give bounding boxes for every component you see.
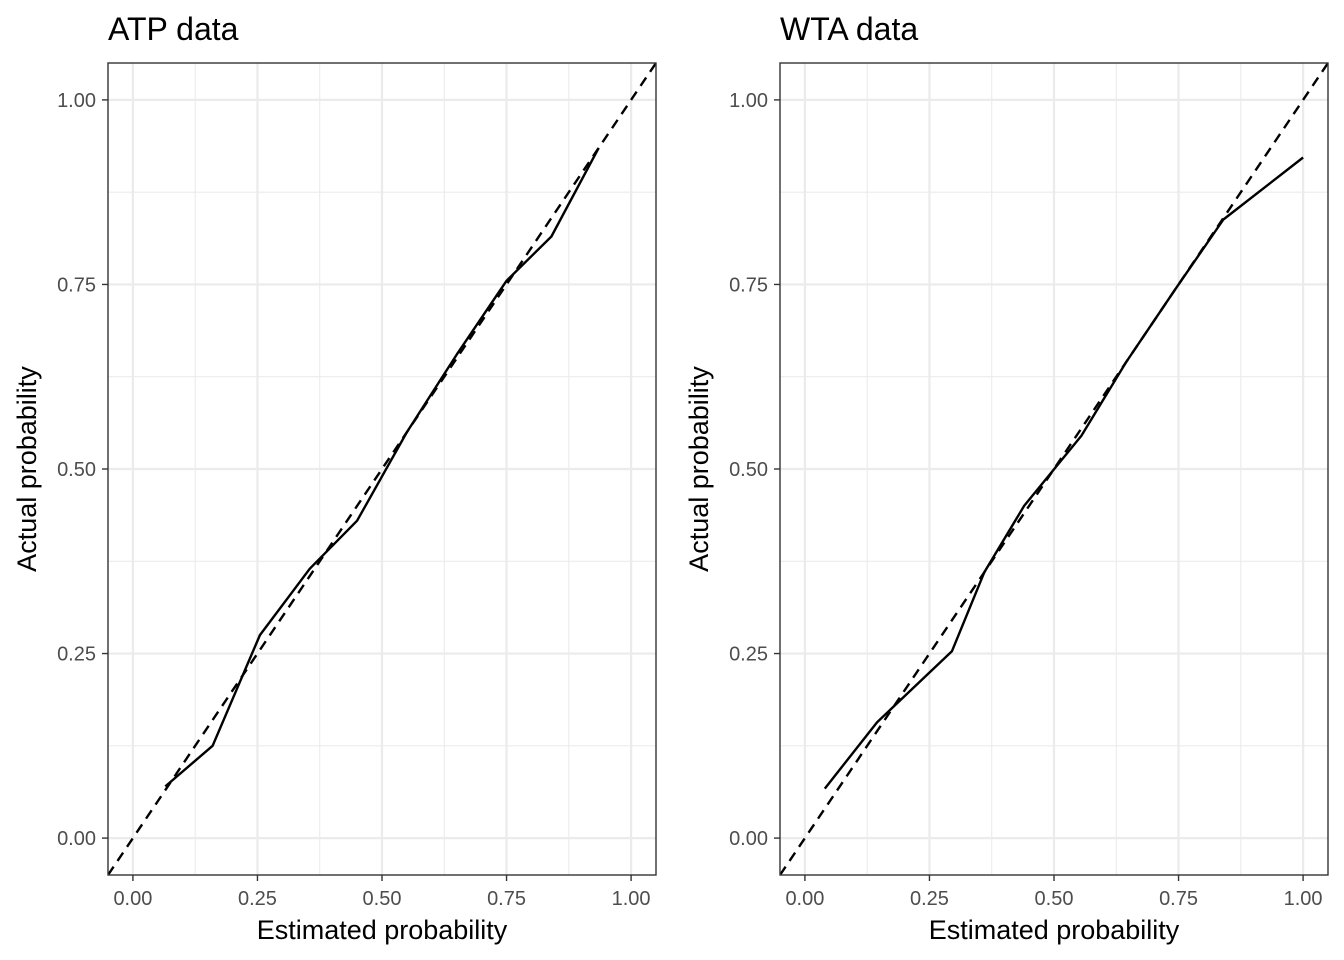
wta-y-tick-label: 0.25 <box>729 644 768 666</box>
atp-y-tick-label: 0.00 <box>57 828 96 850</box>
wta-y-tick-label: 0.75 <box>729 274 768 296</box>
atp-panel-title: ATP data <box>108 11 239 47</box>
wta-x-tick-label: 0.75 <box>1159 888 1198 910</box>
wta-x-axis-title: Estimated probability <box>929 915 1180 945</box>
atp-y-tick-label: 0.25 <box>57 644 96 666</box>
atp-x-tick-label: 0.75 <box>487 888 526 910</box>
atp-x-tick-label: 1.00 <box>612 888 651 910</box>
atp-y-tick-label: 0.50 <box>57 459 96 481</box>
atp-x-axis-title: Estimated probability <box>257 915 508 945</box>
atp-reference-line <box>108 63 656 875</box>
atp-gridlines <box>108 63 656 875</box>
atp-panel: 0.00 0.25 0.50 0.75 1.00 0.00 0.25 0.50 0.75 1.00… <box>12 11 657 945</box>
wta-reference-line <box>780 63 1328 875</box>
atp-calibration-line <box>164 147 600 788</box>
wta-data-layer <box>780 63 1328 875</box>
wta-y-tick-label: 0.50 <box>729 459 768 481</box>
wta-y-tick-label: 1.00 <box>729 90 768 112</box>
atp-y-axis-title: Actual probability <box>12 366 42 572</box>
wta-panel: 0.00 0.25 0.50 0.75 1.00 0.00 0.25 0.50 0.75 1.00… <box>684 11 1329 945</box>
wta-x-tick-label: 0.50 <box>1035 888 1074 910</box>
wta-x-tick-label: 1.00 <box>1284 888 1323 910</box>
wta-panel-title: WTA data <box>780 11 918 47</box>
atp-y-tick-label: 1.00 <box>57 90 96 112</box>
wta-x-tick-label: 0.25 <box>910 888 949 910</box>
atp-y-tick-label: 0.75 <box>57 274 96 296</box>
wta-calibration-line <box>823 156 1304 790</box>
atp-x-tick-label: 0.50 <box>363 888 402 910</box>
wta-x-tick-label: 0.00 <box>785 888 824 910</box>
atp-x-tick-label: 0.25 <box>238 888 277 910</box>
atp-x-tick-label: 0.00 <box>113 888 152 910</box>
atp-data-layer <box>108 63 656 875</box>
wta-gridlines <box>780 63 1328 875</box>
wta-y-axis-title: Actual probability <box>684 366 714 572</box>
wta-y-tick-label: 0.00 <box>729 828 768 850</box>
